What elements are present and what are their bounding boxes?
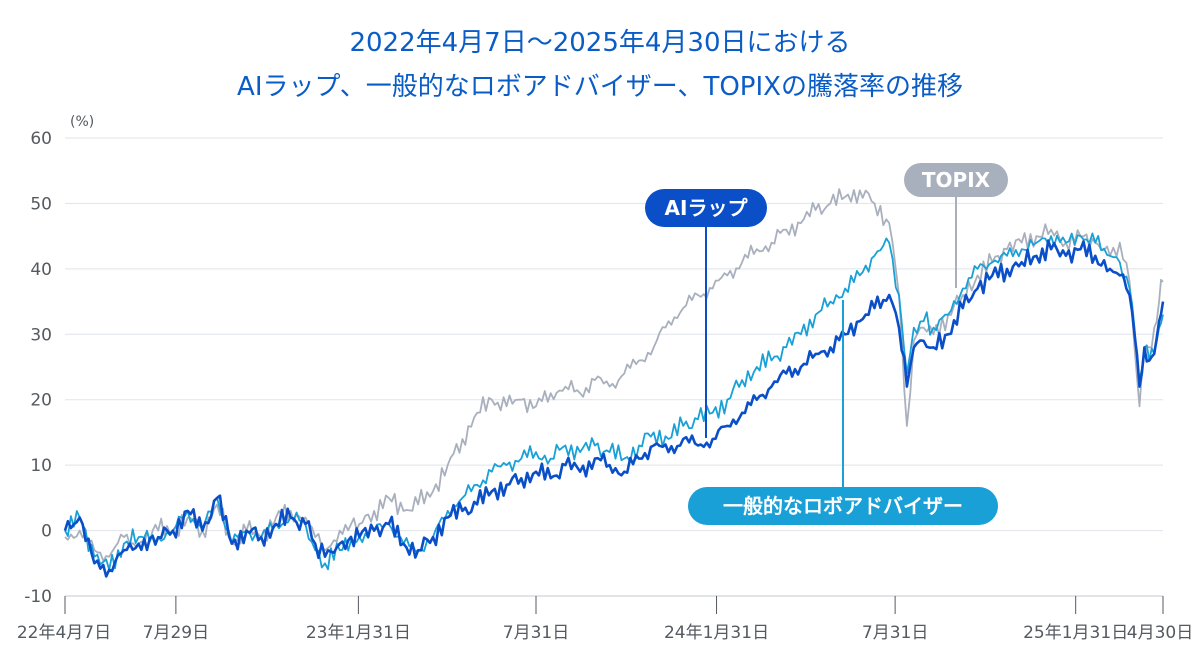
chart-title-line-2: AIラップ、一般的なロボアドバイザー、TOPIXの騰落率の推移 [237,72,963,102]
legend-label-robo: 一般的なロボアドバイザー [723,494,963,518]
x-tick-label: 4月30日 [1127,623,1193,643]
y-tick-label: 60 [30,129,52,149]
y-tick-label: 30 [30,325,52,345]
y-axis-unit: (%) [70,114,94,130]
x-tick-label: 24年1月31日 [664,623,769,643]
series-line-ai_wrap [63,239,1165,578]
y-axis-ticks: -10 0 10 20 30 40 50 60 [24,129,52,607]
x-tick-label: 23年1月31日 [306,623,411,643]
x-tick-label: 7月31日 [503,623,569,643]
series-lines [63,188,1165,578]
legend-pill-topix [904,163,1008,197]
legend-pill-robo [688,487,998,525]
y-tick-label: 0 [41,522,52,542]
series-line-robo [64,232,1164,571]
y-tick-label: 20 [30,391,52,411]
gridlines [65,137,1163,597]
y-tick-label: 40 [30,260,52,280]
legend-pill-ai_wrap [645,189,767,227]
y-tick-label: 10 [30,456,52,476]
y-tick-label: 50 [30,194,52,214]
x-tick-label: 22年4月7日 [17,623,111,643]
x-tick-label: 7月31日 [862,623,928,643]
x-tick-label: 7月29日 [143,623,209,643]
x-tick-label: 25年1月31日 [1023,623,1128,643]
legend-label-topix: TOPIX [922,168,991,192]
legend-label-ai_wrap: AIラップ [665,196,749,220]
x-axis-ticks: 22年4月7日 7月29日 23年1月31日 7月31日 24年1月31日 7月31日 25… [17,596,1193,643]
y-tick-label: -10 [24,587,52,607]
series-line-topix [64,188,1164,562]
chart-title-line-1: 2022年4月7日～2025年4月30日における [349,28,851,58]
